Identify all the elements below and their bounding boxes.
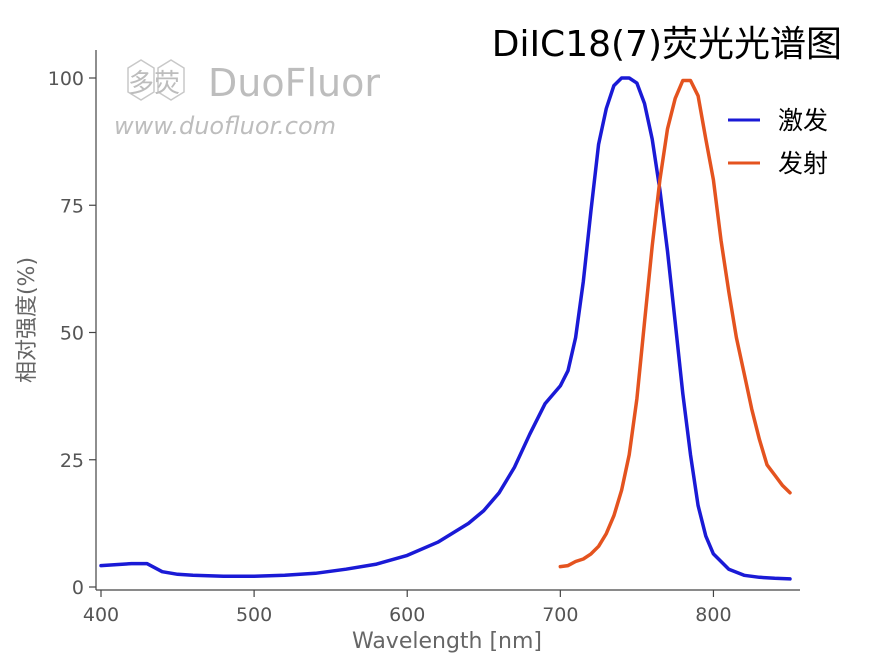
chart-title: DiIC18(7)荧光光谱图 xyxy=(492,24,842,65)
x-tick-label: 400 xyxy=(83,604,119,626)
watermark-logo-icon xyxy=(127,59,185,101)
y-ticks: 0 25 50 75 100 xyxy=(48,68,96,599)
y-tick-label: 25 xyxy=(60,450,84,472)
x-tick-label: 800 xyxy=(695,604,731,626)
legend-label: 激发 xyxy=(778,106,828,135)
x-tick-label: 700 xyxy=(542,604,578,626)
x-ticks: 400 500 600 700 800 xyxy=(83,590,732,626)
y-tick-label: 50 xyxy=(60,323,84,345)
y-tick-label: 0 xyxy=(72,577,84,599)
y-axis-title: 相对强度(%) xyxy=(15,257,40,383)
watermark-url-text: www.duofluor.com xyxy=(114,112,336,140)
watermark-brand-text: DuoFluor xyxy=(208,61,380,105)
x-tick-label: 600 xyxy=(389,604,425,626)
y-tick-label: 100 xyxy=(48,68,84,90)
series-line-excitation xyxy=(99,76,792,581)
series-layer xyxy=(99,76,792,581)
y-tick-label: 75 xyxy=(60,195,84,217)
watermark: 多荧 DuoFluor www.duofluor.com xyxy=(114,59,380,140)
x-tick-label: 500 xyxy=(236,604,272,626)
series-line-emission xyxy=(558,78,792,569)
x-axis-title: Wavelength [nm] xyxy=(352,629,542,654)
watermark-cn-text: 多荧 xyxy=(128,69,180,99)
legend-label: 发射 xyxy=(778,149,828,178)
